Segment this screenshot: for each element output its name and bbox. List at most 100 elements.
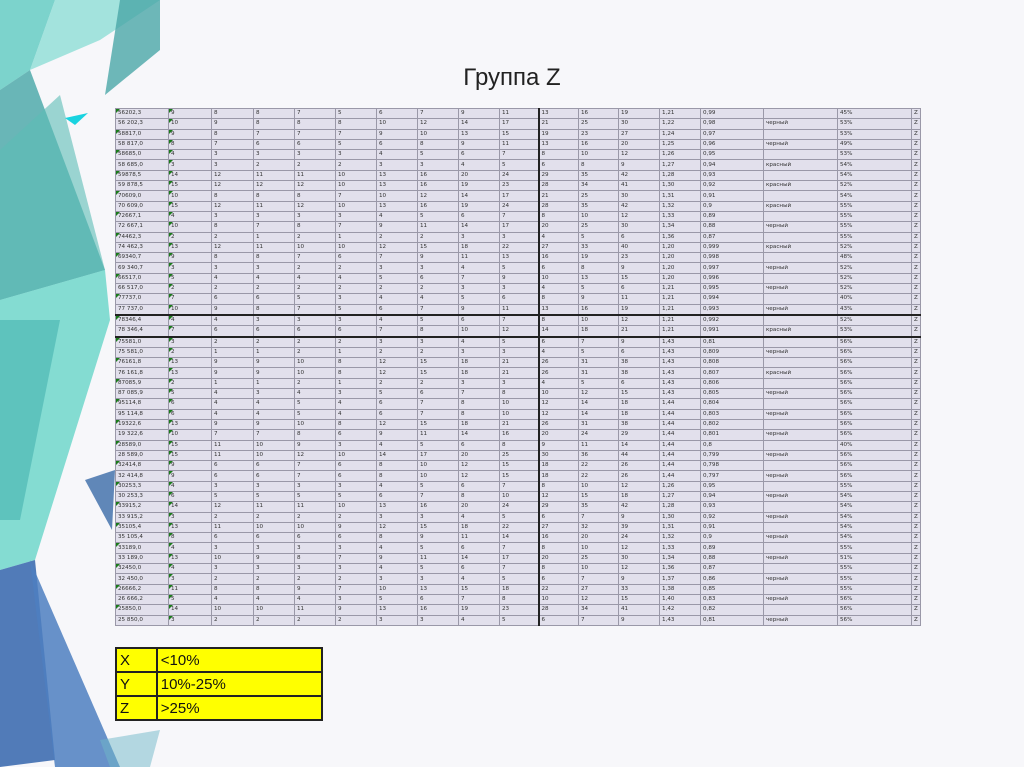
table-cell[interactable]: 35 bbox=[578, 169, 619, 182]
table-cell[interactable]: 2 bbox=[211, 573, 254, 585]
table-cell[interactable]: 1,43 bbox=[659, 614, 701, 626]
table-cell[interactable]: 6 bbox=[376, 303, 418, 316]
table-cell[interactable]: 22 bbox=[499, 521, 540, 534]
table-cell[interactable]: 24 bbox=[578, 429, 619, 441]
table-cell[interactable]: 8 bbox=[335, 418, 377, 431]
table-cell[interactable]: 12 bbox=[211, 241, 254, 254]
table-cell[interactable]: 49% bbox=[837, 138, 912, 151]
table-cell[interactable]: 52% bbox=[837, 180, 912, 192]
table-cell[interactable]: 1,21 bbox=[659, 325, 701, 338]
table-cell[interactable]: Z bbox=[911, 252, 921, 264]
table-cell[interactable]: 10 bbox=[578, 210, 619, 223]
table-cell[interactable]: 6 bbox=[376, 408, 418, 420]
table-cell[interactable]: 5 bbox=[499, 573, 540, 585]
table-cell[interactable]: черный bbox=[763, 449, 838, 462]
table-cell[interactable]: 45% bbox=[837, 107, 912, 120]
table-cell[interactable]: 0,998 bbox=[700, 252, 764, 264]
table-cell[interactable]: 25 bbox=[578, 221, 619, 233]
table-cell[interactable]: 4 bbox=[168, 563, 212, 575]
table-cell[interactable]: Z bbox=[911, 439, 921, 451]
table-cell[interactable] bbox=[763, 418, 838, 431]
table-cell[interactable]: 5 bbox=[578, 231, 619, 243]
table-cell[interactable]: 4 bbox=[211, 408, 254, 420]
table-cell[interactable]: 0,95 bbox=[700, 149, 764, 161]
table-cell[interactable]: 6 bbox=[618, 346, 660, 359]
table-cell[interactable]: 10 bbox=[253, 449, 295, 462]
table-cell[interactable]: 55% bbox=[837, 573, 912, 585]
table-cell[interactable]: 11 bbox=[253, 169, 295, 182]
table-cell[interactable]: Z bbox=[911, 583, 921, 595]
table-cell[interactable]: 6 bbox=[376, 398, 418, 410]
table-cell[interactable]: 0,993 bbox=[700, 303, 764, 316]
table-cell[interactable]: 15 bbox=[578, 490, 619, 503]
table-cell[interactable]: 1,44 bbox=[659, 429, 701, 441]
table-cell[interactable]: черный bbox=[763, 262, 838, 274]
table-cell[interactable]: 54% bbox=[837, 159, 912, 171]
table-cell[interactable]: 5 bbox=[335, 107, 377, 120]
table-cell[interactable]: 10 bbox=[168, 118, 212, 130]
table-cell[interactable]: 1 bbox=[335, 377, 377, 390]
table-cell[interactable]: 3 bbox=[335, 149, 377, 161]
row-id-cell[interactable]: 76 161,8 bbox=[115, 367, 169, 379]
table-cell[interactable]: 5 bbox=[294, 293, 336, 305]
table-cell[interactable]: черный bbox=[763, 303, 838, 316]
table-cell[interactable]: 2 bbox=[417, 377, 459, 390]
table-cell[interactable]: 1,43 bbox=[659, 367, 701, 379]
table-cell[interactable]: 3 bbox=[294, 314, 336, 327]
table-cell[interactable]: 26 bbox=[538, 367, 579, 379]
table-cell[interactable]: 3 bbox=[211, 159, 254, 171]
table-cell[interactable]: 11 bbox=[417, 429, 459, 441]
table-cell[interactable]: 3 bbox=[335, 563, 377, 575]
table-cell[interactable]: 13 bbox=[168, 552, 212, 565]
table-cell[interactable]: 16 bbox=[538, 532, 579, 544]
table-cell[interactable]: 24 bbox=[499, 169, 540, 182]
table-cell[interactable]: 9 bbox=[211, 303, 254, 316]
table-cell[interactable]: 11 bbox=[499, 138, 540, 151]
table-cell[interactable]: 4 bbox=[168, 149, 212, 161]
table-cell[interactable]: 1 bbox=[253, 377, 295, 390]
row-id-cell[interactable]: 56 202,3 bbox=[115, 118, 169, 130]
table-cell[interactable]: 1,31 bbox=[659, 521, 701, 534]
table-cell[interactable]: 10 bbox=[499, 398, 540, 410]
table-cell[interactable]: 4 bbox=[253, 272, 295, 285]
table-cell[interactable] bbox=[763, 149, 838, 161]
table-cell[interactable]: Z bbox=[911, 490, 921, 503]
table-cell[interactable]: 23 bbox=[499, 604, 540, 616]
table-cell[interactable]: 17 bbox=[499, 221, 540, 233]
table-cell[interactable]: 21 bbox=[538, 190, 579, 202]
table-cell[interactable]: 3 bbox=[458, 231, 500, 243]
table-cell[interactable]: 56% bbox=[837, 429, 912, 441]
table-cell[interactable]: 8 bbox=[294, 221, 336, 233]
table-cell[interactable]: 0,92 bbox=[700, 511, 764, 523]
table-cell[interactable]: 9 bbox=[211, 418, 254, 431]
table-cell[interactable]: черный bbox=[763, 283, 838, 295]
table-cell[interactable]: 9 bbox=[578, 293, 619, 305]
table-cell[interactable]: 4 bbox=[294, 388, 336, 400]
table-cell[interactable]: 15 bbox=[168, 180, 212, 192]
row-id-cell[interactable]: 69 340,7 bbox=[115, 262, 169, 274]
table-cell[interactable]: 6 bbox=[499, 293, 540, 305]
table-cell[interactable]: 8 bbox=[538, 149, 579, 161]
row-id-cell[interactable]: 87 085,9 bbox=[115, 388, 169, 400]
table-cell[interactable]: Z bbox=[911, 449, 921, 462]
table-cell[interactable]: 0,93 bbox=[700, 501, 764, 513]
table-cell[interactable]: 8 bbox=[578, 262, 619, 274]
table-cell[interactable]: 7 bbox=[335, 583, 377, 595]
table-cell[interactable]: 4 bbox=[335, 398, 377, 410]
table-cell[interactable]: 13 bbox=[538, 138, 579, 151]
row-id-cell[interactable]: 28589,0 bbox=[115, 439, 169, 451]
row-id-cell[interactable]: 58 685,0 bbox=[115, 159, 169, 171]
table-cell[interactable]: Z bbox=[911, 593, 921, 606]
table-cell[interactable]: 31 bbox=[578, 418, 619, 431]
table-cell[interactable]: 11 bbox=[294, 501, 336, 513]
table-cell[interactable]: 2 bbox=[294, 336, 336, 348]
table-cell[interactable]: черный bbox=[763, 429, 838, 441]
table-cell[interactable]: 4 bbox=[458, 159, 500, 171]
row-id-cell[interactable]: 28 589,0 bbox=[115, 449, 169, 462]
table-cell[interactable]: 1,44 bbox=[659, 418, 701, 431]
row-id-cell[interactable]: 32450,0 bbox=[115, 563, 169, 575]
table-cell[interactable]: 9 bbox=[294, 439, 336, 451]
table-cell[interactable]: 13 bbox=[499, 252, 540, 264]
table-cell[interactable]: 15 bbox=[499, 460, 540, 472]
table-cell[interactable]: 20 bbox=[538, 221, 579, 233]
